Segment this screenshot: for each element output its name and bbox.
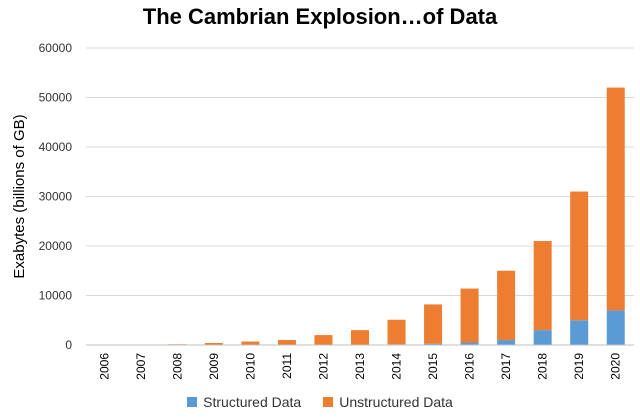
legend-swatch-structured <box>187 397 198 407</box>
legend-label-structured: Structured Data <box>203 394 302 410</box>
chart-title: The Cambrian Explosion…of Data <box>142 4 498 29</box>
y-tick-label: 20000 <box>39 239 73 253</box>
y-tick-label: 60000 <box>39 41 73 55</box>
y-tick-label: 30000 <box>39 190 73 204</box>
x-tick-label: 2012 <box>316 353 330 380</box>
legend-item-unstructured: Unstructured Data <box>323 394 453 410</box>
bar-structured <box>533 330 552 345</box>
bar-unstructured <box>241 341 260 345</box>
y-tick-label: 10000 <box>39 289 73 303</box>
bar-unstructured <box>351 330 369 345</box>
bar-unstructured <box>533 241 552 331</box>
x-tick-label: 2015 <box>426 353 440 380</box>
bar-unstructured <box>204 343 223 345</box>
x-tick-label: 2019 <box>572 353 586 380</box>
bar-unstructured <box>277 340 296 345</box>
x-tick-label: 2010 <box>243 353 257 380</box>
bar-structured <box>570 320 589 345</box>
x-tick-label: 2018 <box>536 353 550 380</box>
bar-unstructured <box>570 191 589 321</box>
y-axis-label: Exabytes (billions of GB) <box>11 114 28 278</box>
bar-unstructured <box>460 288 479 343</box>
y-tick-label: 0 <box>65 338 72 352</box>
x-tick-label: 2020 <box>609 353 623 380</box>
x-tick-label: 2008 <box>170 353 184 380</box>
bar-unstructured <box>424 304 443 344</box>
x-tick-label: 2013 <box>353 353 367 380</box>
bar-unstructured <box>387 319 406 345</box>
x-tick-label: 2017 <box>499 353 513 380</box>
y-tick-label: 50000 <box>39 91 73 105</box>
bar-structured <box>424 343 443 345</box>
x-tick-label: 2009 <box>207 353 221 380</box>
legend-swatch-unstructured <box>323 397 334 407</box>
x-tick-label: 2006 <box>97 353 111 380</box>
bar-structured <box>606 310 625 345</box>
x-tick-label: 2016 <box>463 353 477 380</box>
x-tick-label: 2014 <box>390 353 404 380</box>
bar-structured <box>460 342 479 345</box>
bar-unstructured <box>606 87 625 311</box>
x-tick-label: 2007 <box>134 353 148 380</box>
y-tick-label: 40000 <box>39 140 73 154</box>
bar-structured <box>497 340 516 345</box>
bar-unstructured <box>497 270 516 341</box>
x-tick-label: 2011 <box>280 353 294 379</box>
legend-label-unstructured: Unstructured Data <box>339 394 453 410</box>
legend-item-structured: Structured Data <box>187 394 301 410</box>
chart-legend: Structured Data Unstructured Data <box>0 394 640 410</box>
bar-unstructured <box>314 335 333 345</box>
